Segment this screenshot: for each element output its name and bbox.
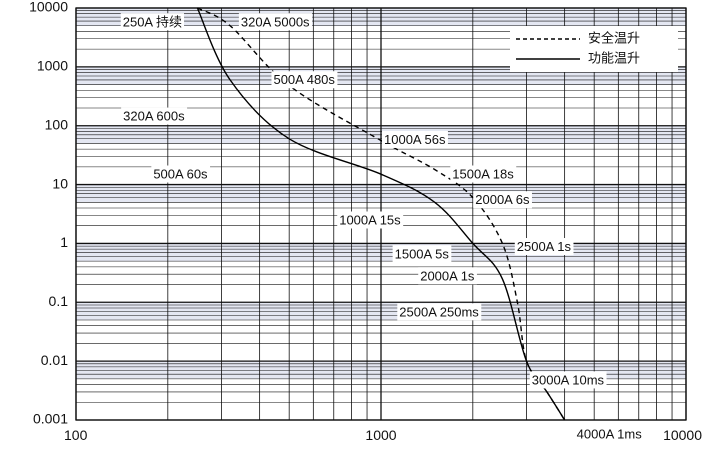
annotation-box	[450, 165, 517, 183]
curve-annotation: 1500A 5s	[392, 245, 452, 263]
annotation-label: 3000A 10ms	[532, 372, 605, 387]
curve-annotation: 1000A 56s	[382, 130, 448, 148]
curve-annotation: 250A 持续	[120, 13, 185, 31]
annotation-box	[271, 71, 338, 89]
annotation-box	[514, 238, 574, 256]
annotation-box	[397, 303, 482, 321]
annotations: 250A 持续 320A 5000s 500A 480s 320A 600s 1000A…	[120, 13, 645, 443]
annotation-box	[238, 13, 313, 31]
curve-annotation: 2500A 1s	[514, 238, 574, 256]
legend-label: 功能温升	[588, 52, 640, 67]
annotation-label: 250A 持续	[123, 14, 182, 29]
annotation-label: 2500A 250ms	[399, 304, 479, 319]
annotation-label: 2500A 1s	[517, 239, 572, 254]
y-tick-label: 1	[60, 234, 68, 250]
x-tick-label: 10000	[663, 427, 702, 443]
curve-annotation: 4000A 1ms	[574, 425, 645, 443]
annotation-label: 4000A 1ms	[577, 427, 643, 442]
annotation-box	[151, 165, 211, 183]
curve-annotation: 2000A 1s	[418, 267, 477, 285]
annotation-label: 1500A 5s	[395, 246, 450, 261]
legend-box	[510, 26, 678, 72]
curve-annotation: 320A 600s	[121, 107, 188, 125]
annotation-box	[529, 371, 607, 389]
annotation-box	[418, 267, 477, 285]
annotation-box	[121, 107, 188, 125]
annotation-label: 2000A 1s	[420, 268, 475, 283]
y-tick-label: 0.001	[33, 411, 68, 427]
curve-annotation: 1000A 15s	[337, 211, 404, 229]
safety-temperature-rise-curve	[197, 7, 566, 421]
x-tick-label: 100	[64, 427, 88, 443]
annotation-box	[473, 191, 532, 209]
curve-annotation: 2500A 250ms	[397, 303, 482, 321]
annotation-label: 1000A 56s	[384, 132, 446, 147]
grid-lines	[75, 7, 687, 421]
y-tick-label: 10000	[29, 0, 68, 15]
annotation-label: 320A 5000s	[241, 14, 310, 29]
annotation-box	[574, 425, 645, 443]
annotation-box	[337, 211, 404, 229]
curve-annotation: 3000A 10ms	[529, 371, 607, 389]
curve-annotation: 1500A 18s	[450, 165, 517, 183]
curve-annotation: 500A 480s	[271, 71, 338, 89]
curve-annotation: 2000A 6s	[473, 191, 532, 209]
annotation-box	[392, 245, 452, 263]
y-tick-label: 1000	[37, 58, 68, 74]
curve-annotation: 500A 60s	[151, 165, 211, 183]
curve-annotation: 320A 5000s	[238, 13, 313, 31]
annotation-label: 2000A 6s	[475, 192, 530, 207]
annotation-label: 500A 480s	[273, 72, 335, 87]
y-tick-label: 100	[45, 116, 69, 132]
annotation-label: 1000A 15s	[339, 212, 401, 227]
annotation-label: 320A 600s	[123, 109, 185, 124]
plot-border	[75, 7, 687, 421]
annotation-box	[120, 13, 185, 31]
annotation-box	[382, 130, 448, 148]
y-tick-label: 0.1	[49, 293, 69, 309]
x-tick-label: 1000	[365, 427, 396, 443]
y-tick-label: 0.01	[41, 352, 68, 368]
annotation-label: 1500A 18s	[452, 167, 514, 182]
y-tick-label: 10	[52, 175, 68, 191]
legend-label: 安全温升	[588, 31, 640, 47]
annotation-label: 500A 60s	[153, 167, 208, 182]
